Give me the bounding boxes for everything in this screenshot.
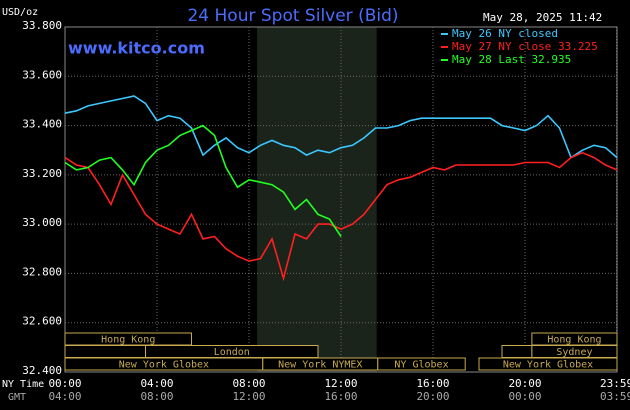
series-line: [64, 95, 618, 159]
trading-highlight: [257, 27, 377, 372]
session-label: Sydney: [556, 347, 592, 358]
session-label: NY Globex: [394, 360, 448, 371]
series-line: [64, 124, 342, 237]
x-tick-label: 16:00: [416, 377, 449, 390]
session-label: New York NYMEX: [278, 360, 362, 371]
x-tick-label: 20:00: [508, 377, 541, 390]
x-tick-label: 08:00: [232, 377, 265, 390]
gmt-tick-label: 03:59: [600, 390, 630, 403]
unit-label: USD/oz: [2, 7, 38, 18]
y-tick-label: 33.400: [22, 118, 62, 131]
ny-time-label: NY Time: [2, 379, 44, 390]
gmt-tick-label: 08:00: [140, 390, 173, 403]
session-box: [377, 357, 466, 371]
gmt-label: GMT: [8, 392, 26, 403]
gmt-tick-label: 00:00: [508, 390, 541, 403]
plot-frame: [64, 26, 618, 373]
legend-entry: May 27 NY close 33.225: [452, 40, 598, 53]
session-label: Hong Kong: [101, 335, 155, 346]
session-box: [64, 345, 146, 358]
chart-title: 24 Hour Spot Silver (Bid): [187, 6, 398, 26]
y-tick-label: 33.200: [22, 167, 62, 180]
y-tick-label: 32.800: [22, 265, 62, 278]
x-tick-label: 23:59: [600, 377, 630, 390]
y-tick-label: 33.000: [22, 216, 62, 229]
site-label: www.kitco.com: [68, 39, 205, 58]
session-box: [501, 345, 533, 358]
series-line: [64, 151, 618, 282]
session-label: London: [214, 347, 250, 358]
session-label: New York Globex: [503, 360, 593, 371]
session-box: [478, 357, 618, 371]
gmt-tick-label: 12:00: [232, 390, 265, 403]
session-label: New York Globex: [119, 360, 209, 371]
y-tick-label: 33.800: [22, 19, 62, 32]
y-tick-label: 32.400: [22, 364, 62, 377]
session-label: Hong Kong: [547, 335, 601, 346]
y-tick-label: 32.600: [22, 315, 62, 328]
y-tick-label: 33.600: [22, 68, 62, 81]
legend-entry: May 28 Last 32.935: [452, 53, 571, 66]
gmt-tick-label: 16:00: [324, 390, 357, 403]
gmt-tick-label: 20:00: [416, 390, 449, 403]
x-tick-label: 12:00: [324, 377, 357, 390]
gmt-tick-label: 04:00: [48, 390, 81, 403]
timestamp: May 28, 2025 11:42: [483, 11, 602, 24]
x-tick-label: 04:00: [140, 377, 173, 390]
x-tick-label: 00:00: [48, 377, 81, 390]
legend-entry: May 26 NY closed: [452, 27, 558, 40]
